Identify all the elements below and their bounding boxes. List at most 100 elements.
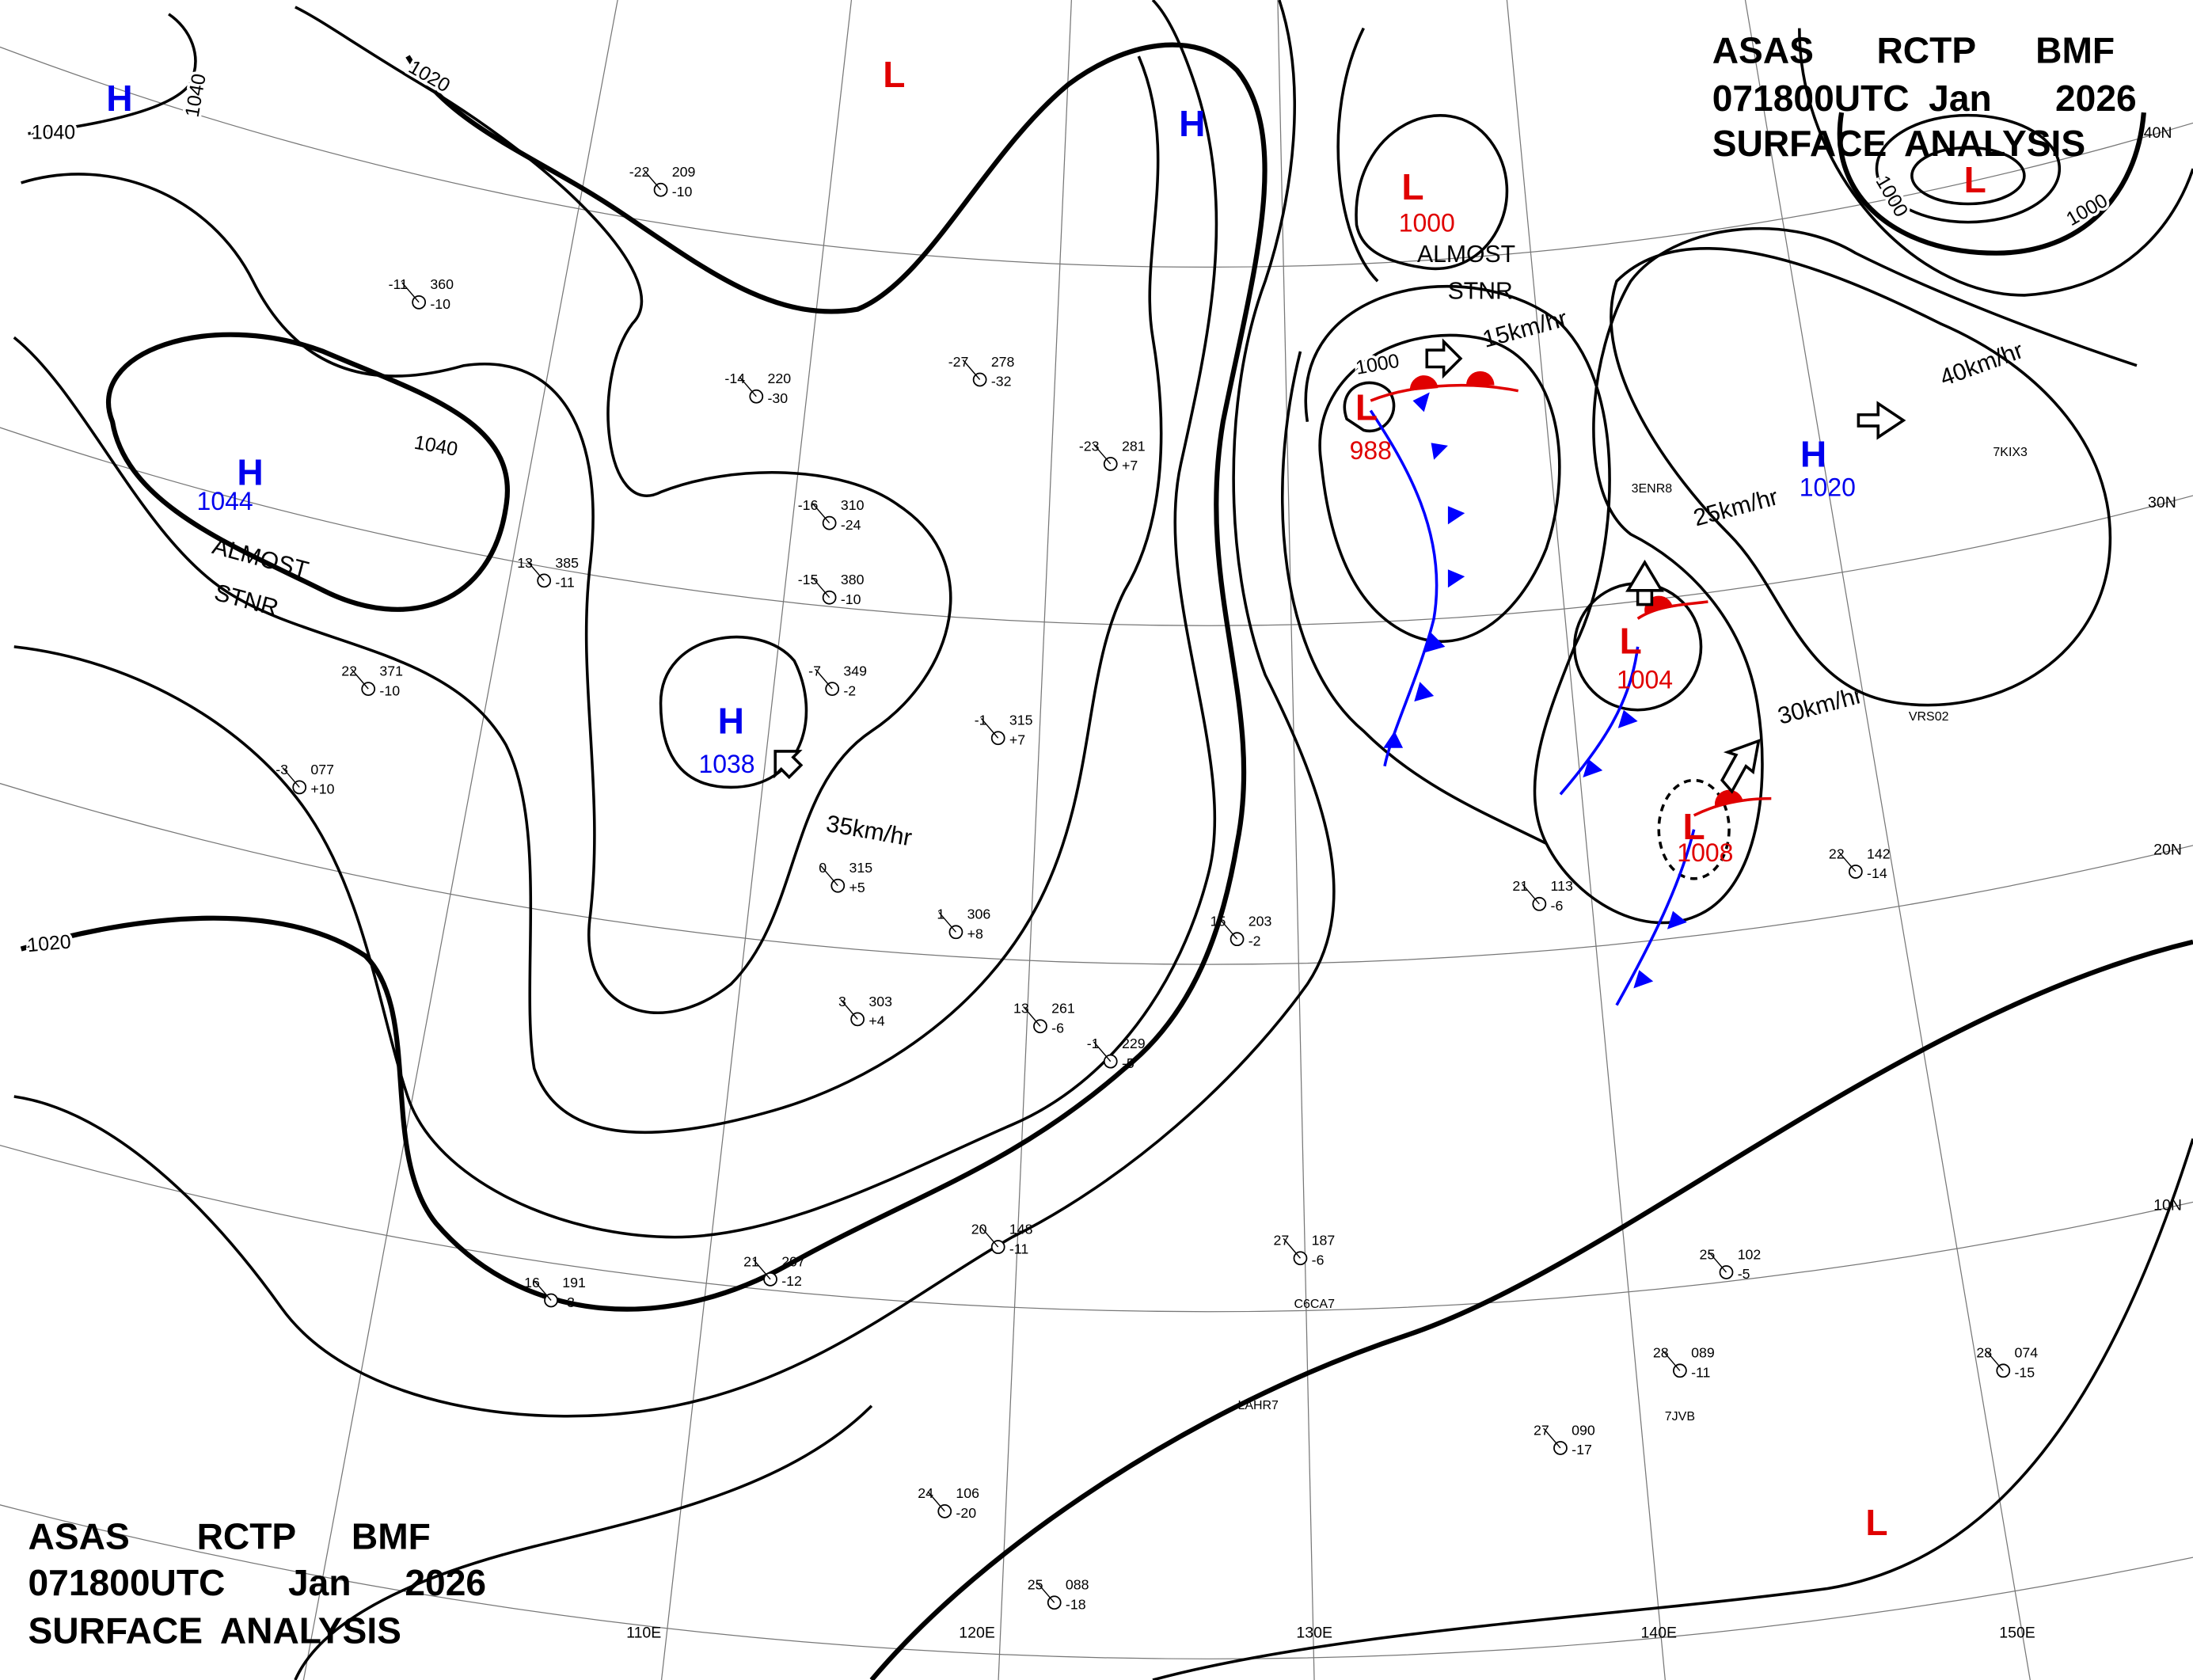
- ship-call-sign: LAHR7: [1237, 1399, 1279, 1412]
- station-pressure: 191: [562, 1275, 586, 1290]
- central-pressure: 988: [1350, 436, 1392, 465]
- station-pressure: 371: [379, 663, 403, 678]
- station-temperature: 21: [743, 1253, 759, 1269]
- station-temperature: -14: [724, 371, 745, 386]
- isobar: [105, 332, 510, 612]
- station-wind: [1838, 851, 1857, 872]
- cold-front: [1559, 646, 1640, 796]
- isobar: [13, 0, 1336, 1418]
- station-temperature: -11: [389, 276, 408, 292]
- station-wind: [534, 1280, 552, 1301]
- station-wind: [980, 1226, 999, 1248]
- meridian: [1506, 0, 1666, 1680]
- station-tendency: -3: [562, 1294, 575, 1310]
- station-wind: [1522, 884, 1540, 905]
- latitude-label: 40N: [2144, 124, 2172, 142]
- station-temperature: 27: [1274, 1233, 1290, 1249]
- system-symbol: L: [883, 54, 905, 95]
- latitude-label: 30N: [2148, 494, 2176, 511]
- isobar: [28, 13, 197, 135]
- longitude-label: 110E: [626, 1625, 661, 1642]
- station-tendency: +5: [849, 880, 865, 895]
- isobar: [1336, 27, 1379, 283]
- longitude-label: 120E: [959, 1625, 995, 1642]
- station-wind: [1708, 1252, 1727, 1273]
- station-temperature: -1: [975, 713, 987, 728]
- station-tendency: -2: [843, 682, 856, 698]
- isobar: [1610, 247, 2112, 707]
- header-bottom: ASAS RCTP BMF 071800UTC Jan 2026 SURFACE…: [29, 1516, 487, 1651]
- cold-front-teeth: [1383, 392, 1465, 748]
- fronts: [1369, 371, 1772, 1006]
- station-temperature: -7: [808, 663, 821, 678]
- motion-arrow: [1625, 559, 1664, 606]
- header-text: 2026: [405, 1562, 486, 1603]
- station-temperature: 25: [1028, 1577, 1043, 1593]
- station-wind: [962, 359, 981, 380]
- station-pressure: 209: [672, 164, 696, 180]
- isobar: [294, 1404, 873, 1680]
- cold-front-teeth: [1583, 709, 1638, 777]
- latitude-label: 10N: [2153, 1197, 2182, 1214]
- station-wind: [980, 717, 999, 739]
- header-text: ASAS: [1712, 30, 1814, 71]
- system-note: ALMOST: [1417, 241, 1515, 268]
- system-symbol: H: [718, 701, 744, 742]
- isobar-label: 1020: [26, 931, 71, 956]
- station-temperature: 27: [1534, 1422, 1549, 1438]
- station-wind: [401, 282, 420, 303]
- header-text: 2026: [2055, 78, 2137, 119]
- isobar: [1657, 778, 1731, 880]
- ship-call-sign: 7KIX3: [1993, 446, 2028, 459]
- station-wind: [1283, 1237, 1302, 1259]
- ship-call-sign: VRS02: [1909, 710, 1949, 724]
- station-pressure: 306: [967, 907, 991, 922]
- station-wind: [938, 911, 956, 933]
- station-pressure: 303: [868, 994, 892, 1009]
- isobar: [1355, 114, 1509, 271]
- station-tendency: -5: [1738, 1266, 1750, 1282]
- system-symbol: H: [237, 451, 263, 492]
- system-symbol: L: [1964, 159, 1986, 200]
- station-pressure: 088: [1066, 1577, 1089, 1593]
- latitude-label: 20N: [2153, 841, 2182, 858]
- warm-front-bumps: [1409, 371, 1495, 391]
- station-tendency: -24: [841, 517, 861, 533]
- station-tendency: -10: [379, 682, 400, 698]
- central-pressure: 1004: [1617, 666, 1673, 694]
- station-wind: [351, 668, 369, 690]
- meridian: [302, 0, 618, 1680]
- station-pressure: 187: [1312, 1233, 1336, 1249]
- motion-arrow: [1857, 401, 1906, 440]
- station-temperature: -16: [798, 497, 819, 513]
- header-text: 071800UTC: [29, 1562, 226, 1603]
- header-text: SURFACE ANALYSIS: [29, 1610, 401, 1651]
- isobar: [20, 42, 1268, 1312]
- cold-front: [1615, 829, 1696, 1006]
- station-wind: [1219, 918, 1238, 940]
- station-tendency: -10: [841, 591, 861, 607]
- station-wind: [526, 561, 545, 581]
- isobar: [1318, 333, 1561, 643]
- station-tendency: -18: [1066, 1597, 1086, 1613]
- station-pressure: 315: [849, 860, 872, 876]
- motion-arrow: [1720, 739, 1761, 794]
- station-temperature: 22: [1829, 846, 1845, 861]
- header-top: ASAS RCTP BMF 071800UTC Jan 2026 SURFACE…: [1712, 30, 2137, 164]
- station-temperature: -3: [276, 762, 288, 777]
- station-temperature: -27: [948, 354, 969, 370]
- station-wind: [811, 503, 830, 524]
- station-tendency: -14: [1867, 865, 1887, 881]
- header-text: BMF: [352, 1516, 431, 1557]
- station-wind: [739, 376, 757, 397]
- station-pressure: 090: [1572, 1422, 1595, 1438]
- motion-arrows: [773, 338, 1906, 794]
- cold-front: [1369, 409, 1439, 767]
- station-tendency: -6: [1551, 898, 1564, 914]
- system-symbol: H: [1179, 103, 1205, 144]
- station-temperature: 22: [341, 663, 357, 678]
- isobar: [1343, 381, 1396, 433]
